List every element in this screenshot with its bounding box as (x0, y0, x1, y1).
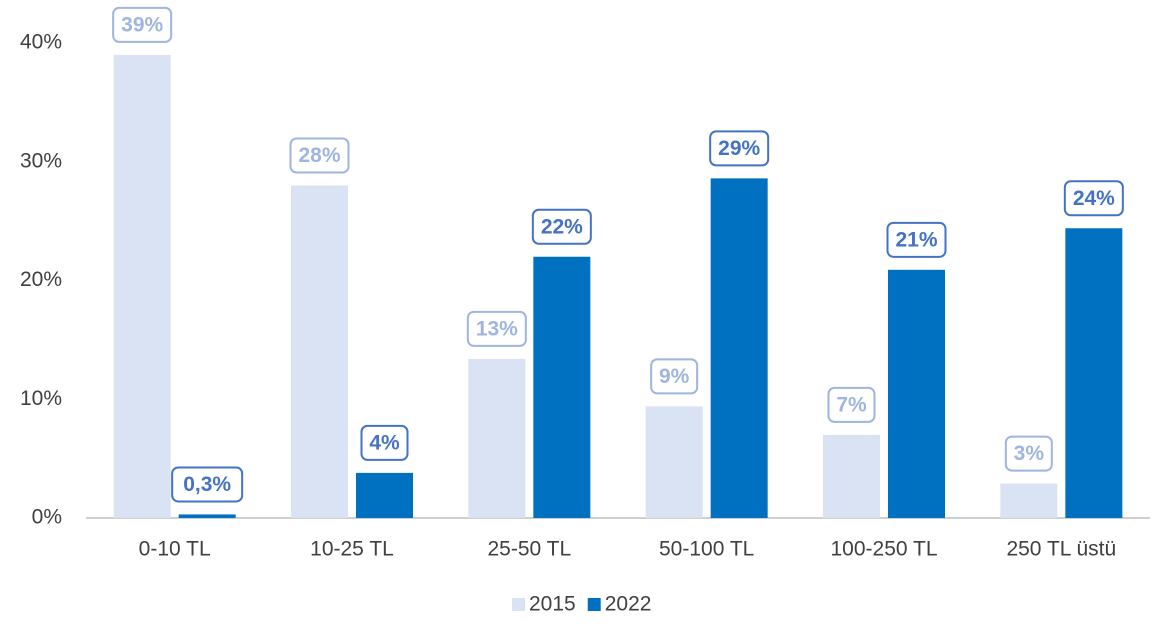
value-label-box (289, 137, 350, 174)
value-label-box (709, 130, 770, 167)
value-label: 24% (1073, 187, 1115, 210)
value-label-box (1004, 435, 1053, 472)
value-label-box (360, 424, 409, 461)
legend-label: 2022 (605, 593, 652, 616)
legend-swatch (587, 598, 601, 611)
y-tick-label: 0% (32, 506, 62, 529)
legend-label: 2015 (529, 593, 576, 616)
value-label: 39% (121, 13, 163, 36)
value-label-box (1063, 180, 1124, 217)
value-label: 0,3% (183, 473, 231, 496)
bar (468, 358, 526, 518)
value-label: 3% (1014, 442, 1045, 465)
value-label: 7% (836, 393, 867, 416)
value-label: 9% (659, 365, 690, 388)
y-tick-label: 30% (20, 149, 62, 172)
x-tick-label: 25-50 TL (487, 538, 571, 561)
bar (533, 256, 591, 518)
x-tick-label: 10-25 TL (310, 538, 394, 561)
value-label: 22% (541, 215, 583, 238)
value-label: 29% (718, 137, 760, 160)
value-label-box (827, 386, 876, 423)
x-tick-label: 250 TL üstü (1006, 538, 1116, 561)
y-tick-label: 10% (20, 387, 62, 410)
y-tick-label: 40% (20, 31, 62, 54)
bar (291, 185, 348, 518)
value-label-box (886, 221, 947, 258)
x-tick-label: 100-250 TL (830, 538, 937, 561)
value-label-box (531, 208, 592, 245)
bar (356, 472, 413, 518)
value-label-box (650, 358, 699, 395)
bar (710, 178, 768, 518)
value-label: 13% (476, 317, 518, 340)
value-label: 4% (369, 431, 400, 454)
value-label: 21% (895, 228, 937, 251)
value-label: 28% (298, 144, 340, 167)
bar (178, 514, 236, 518)
bar (113, 54, 171, 518)
bar (888, 269, 945, 518)
value-label-box (466, 310, 527, 347)
value-label-box (112, 6, 173, 43)
x-tick-label: 50-100 TL (659, 538, 754, 561)
bar (1065, 228, 1123, 518)
legend-swatch (512, 598, 525, 611)
x-tick-label: 0-10 TL (139, 538, 211, 561)
bar (645, 406, 703, 518)
y-tick-label: 20% (20, 268, 62, 291)
bar (1000, 483, 1058, 518)
value-label-box (171, 466, 244, 503)
bar (823, 434, 880, 518)
